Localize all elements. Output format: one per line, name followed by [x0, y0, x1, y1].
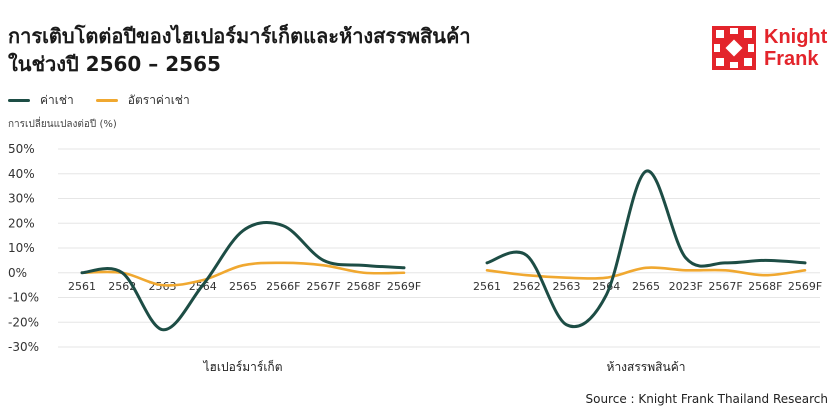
- x-tick-label: 2567F: [306, 280, 340, 293]
- series-line-rent: [80, 221, 406, 332]
- legend-swatch-rent: [8, 99, 30, 102]
- logo-text-line-1: Knight: [764, 26, 828, 48]
- logo-text-line-2: Frank: [764, 48, 819, 70]
- x-tick-label: 2561: [68, 280, 96, 293]
- x-tick-label: 2565: [229, 280, 257, 293]
- x-tick-label: 2561: [473, 280, 501, 293]
- x-tick-label: 2562: [513, 280, 541, 293]
- legend: ค่าเช่า อัตราค่าเช่า: [8, 91, 212, 110]
- y-tick-label: 30%: [8, 192, 35, 206]
- y-tick-label: -30%: [8, 340, 39, 354]
- x-tick-label: 2568F: [347, 280, 381, 293]
- title-line-1: การเติบโตต่อปีของไฮเปอร์มาร์เก็ตและห้างส…: [8, 24, 471, 48]
- y-tick-label: 10%: [8, 241, 35, 255]
- x-tick-label: 2023F: [669, 280, 703, 293]
- x-tick-label: 2567F: [708, 280, 742, 293]
- source-note: Source : Knight Frank Thailand Research: [585, 392, 828, 406]
- legend-label-rent-rate: อัตราค่าเช่า: [127, 93, 190, 107]
- legend-item-rent-rate: อัตราค่าเช่า: [95, 91, 190, 110]
- y-tick-label: 40%: [8, 167, 35, 181]
- x-tick-label: 2569F: [788, 280, 822, 293]
- chart-title: การเติบโตต่อปีของไฮเปอร์มาร์เก็ตและห้างส…: [8, 22, 471, 78]
- y-tick-label: 20%: [8, 216, 35, 230]
- panel-label: ห้างสรรพสินค้า: [607, 360, 686, 374]
- knight-frank-logo: Knight Frank: [712, 26, 836, 76]
- series-line-rent-rate: [80, 261, 406, 287]
- x-tick-label: 2564: [592, 280, 620, 293]
- legend-swatch-rent-rate: [95, 99, 118, 102]
- x-tick-label: 2566F: [266, 280, 300, 293]
- knight-frank-logo-mark-icon: [712, 26, 756, 70]
- series-line-rent: [485, 169, 807, 328]
- x-tick-label: 2569F: [387, 280, 421, 293]
- logo-text: Knight Frank: [764, 26, 827, 70]
- panel-label: ไฮเปอร์มาร์เก็ต: [203, 359, 283, 374]
- legend-item-rent: ค่าเช่า: [8, 91, 74, 110]
- y-axis-label: การเปลี่ยนแปลงต่อปี (%): [8, 119, 117, 130]
- title-line-2: ในช่วงปี 2560 – 2565: [8, 52, 221, 76]
- y-tick-label: 0%: [8, 266, 27, 280]
- x-tick-label: 2563: [553, 280, 581, 293]
- y-tick-label: -10%: [8, 291, 39, 305]
- x-tick-label: 2565: [632, 280, 660, 293]
- y-tick-label: 50%: [8, 142, 35, 156]
- x-tick-label: 2568F: [748, 280, 782, 293]
- y-tick-label: -20%: [8, 315, 39, 329]
- legend-label-rent: ค่าเช่า: [40, 93, 74, 107]
